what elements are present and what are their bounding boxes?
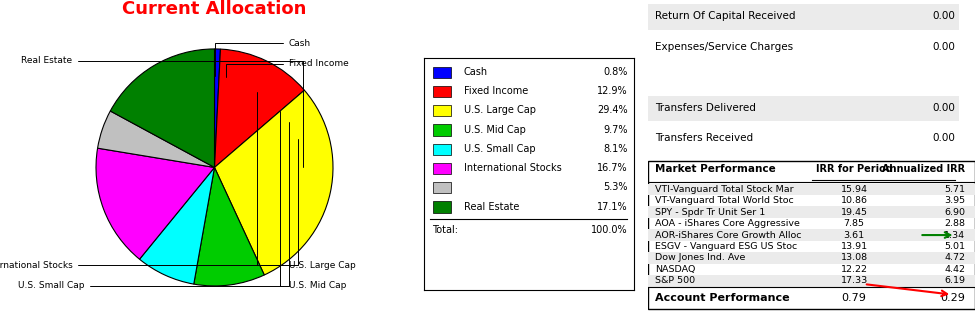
Text: 17.33: 17.33 bbox=[840, 276, 868, 285]
Text: Annualized IRR: Annualized IRR bbox=[882, 164, 965, 174]
Wedge shape bbox=[98, 111, 214, 167]
Text: Transfers Received: Transfers Received bbox=[655, 133, 753, 144]
Text: 12.9%: 12.9% bbox=[597, 86, 628, 96]
Text: Transfers Delivered: Transfers Delivered bbox=[655, 103, 756, 113]
Text: Expenses/Service Charges: Expenses/Service Charges bbox=[655, 42, 793, 52]
Text: 0.79: 0.79 bbox=[841, 293, 867, 303]
Text: 5.3%: 5.3% bbox=[603, 182, 628, 192]
Bar bbox=[433, 67, 451, 78]
Title: Current Allocation: Current Allocation bbox=[122, 0, 307, 18]
Text: Fixed Income: Fixed Income bbox=[464, 86, 528, 96]
Text: U.S. Large Cap: U.S. Large Cap bbox=[464, 105, 536, 115]
Text: 3.95: 3.95 bbox=[944, 196, 965, 205]
Text: 4.72: 4.72 bbox=[944, 253, 965, 262]
Text: 6.19: 6.19 bbox=[944, 276, 965, 285]
Text: 13.91: 13.91 bbox=[840, 242, 868, 251]
Text: VT-Vanguard Total World Stoc: VT-Vanguard Total World Stoc bbox=[655, 196, 794, 205]
Text: 3.61: 3.61 bbox=[843, 231, 865, 240]
Text: 17.1%: 17.1% bbox=[597, 202, 628, 212]
Bar bbox=[433, 144, 451, 155]
Text: 6.90: 6.90 bbox=[944, 208, 965, 217]
Bar bbox=[433, 105, 451, 116]
Bar bbox=[433, 163, 451, 174]
Text: 13.08: 13.08 bbox=[840, 253, 868, 262]
Text: 15.94: 15.94 bbox=[840, 185, 868, 194]
Text: 29.4%: 29.4% bbox=[597, 105, 628, 115]
Bar bbox=[648, 4, 958, 30]
Text: 0.00: 0.00 bbox=[932, 103, 955, 113]
Bar bbox=[433, 125, 451, 136]
Text: 8.1%: 8.1% bbox=[604, 144, 628, 154]
Bar bbox=[433, 202, 451, 213]
Bar bbox=[648, 275, 975, 287]
Text: Fixed Income: Fixed Income bbox=[226, 59, 348, 77]
Text: Cash: Cash bbox=[464, 67, 488, 77]
Text: International Stocks: International Stocks bbox=[0, 139, 297, 270]
Bar bbox=[648, 206, 975, 218]
Text: 100.0%: 100.0% bbox=[591, 225, 628, 235]
FancyBboxPatch shape bbox=[648, 161, 975, 309]
Bar bbox=[648, 184, 975, 195]
Wedge shape bbox=[214, 90, 333, 275]
Text: 0.00: 0.00 bbox=[932, 42, 955, 52]
Text: 0.29: 0.29 bbox=[940, 293, 965, 303]
Text: Dow Jones Ind. Ave: Dow Jones Ind. Ave bbox=[655, 253, 745, 262]
Text: U.S. Mid Cap: U.S. Mid Cap bbox=[281, 111, 346, 290]
Text: Real Estate: Real Estate bbox=[21, 56, 303, 167]
Bar bbox=[433, 182, 451, 193]
Text: Account Performance: Account Performance bbox=[655, 293, 790, 303]
Text: S&P 500: S&P 500 bbox=[655, 276, 695, 285]
Wedge shape bbox=[110, 49, 214, 167]
Text: AOR-iShares Core Growth Alloc: AOR-iShares Core Growth Alloc bbox=[655, 231, 801, 240]
Text: U.S. Mid Cap: U.S. Mid Cap bbox=[464, 125, 526, 135]
Text: 0.00: 0.00 bbox=[932, 11, 955, 21]
Bar bbox=[648, 252, 975, 264]
Text: 12.22: 12.22 bbox=[840, 265, 868, 274]
Text: 19.45: 19.45 bbox=[840, 208, 868, 217]
Text: 0.8%: 0.8% bbox=[604, 67, 628, 77]
Bar bbox=[648, 96, 958, 121]
Text: Total:: Total: bbox=[433, 225, 458, 235]
Text: 7.85: 7.85 bbox=[843, 219, 865, 228]
Text: 5.71: 5.71 bbox=[944, 185, 965, 194]
Text: NASDAQ: NASDAQ bbox=[655, 265, 695, 274]
Bar bbox=[648, 229, 975, 241]
Wedge shape bbox=[96, 148, 214, 259]
Text: 16.7%: 16.7% bbox=[597, 163, 628, 173]
Bar bbox=[433, 86, 451, 97]
Text: 2.88: 2.88 bbox=[944, 219, 965, 228]
Text: 9.7%: 9.7% bbox=[603, 125, 628, 135]
Text: 5.01: 5.01 bbox=[944, 242, 965, 251]
Text: Market Performance: Market Performance bbox=[655, 164, 776, 174]
Text: U.S. Large Cap: U.S. Large Cap bbox=[256, 92, 355, 270]
Wedge shape bbox=[194, 167, 264, 286]
Text: SPY - Spdr Tr Unit Ser 1: SPY - Spdr Tr Unit Ser 1 bbox=[655, 208, 765, 217]
Text: Return Of Capital Received: Return Of Capital Received bbox=[655, 11, 796, 21]
Wedge shape bbox=[139, 167, 214, 284]
Wedge shape bbox=[214, 49, 304, 167]
Text: 4.42: 4.42 bbox=[944, 265, 965, 274]
Text: ESGV - Vanguard ESG US Stoc: ESGV - Vanguard ESG US Stoc bbox=[655, 242, 798, 251]
Text: IRR for Period: IRR for Period bbox=[816, 164, 892, 174]
Text: VTI-Vanguard Total Stock Mar: VTI-Vanguard Total Stock Mar bbox=[655, 185, 794, 194]
Wedge shape bbox=[214, 49, 220, 167]
Text: Cash: Cash bbox=[215, 39, 311, 76]
Text: Real Estate: Real Estate bbox=[464, 202, 520, 212]
Text: 10.86: 10.86 bbox=[840, 196, 868, 205]
Text: AOA - iShares Core Aggressive: AOA - iShares Core Aggressive bbox=[655, 219, 800, 228]
Text: U.S. Small Cap: U.S. Small Cap bbox=[464, 144, 535, 154]
Text: 1.34: 1.34 bbox=[944, 231, 965, 240]
Text: 0.00: 0.00 bbox=[932, 133, 955, 144]
Text: U.S. Small Cap: U.S. Small Cap bbox=[18, 122, 289, 290]
Text: International Stocks: International Stocks bbox=[464, 163, 562, 173]
